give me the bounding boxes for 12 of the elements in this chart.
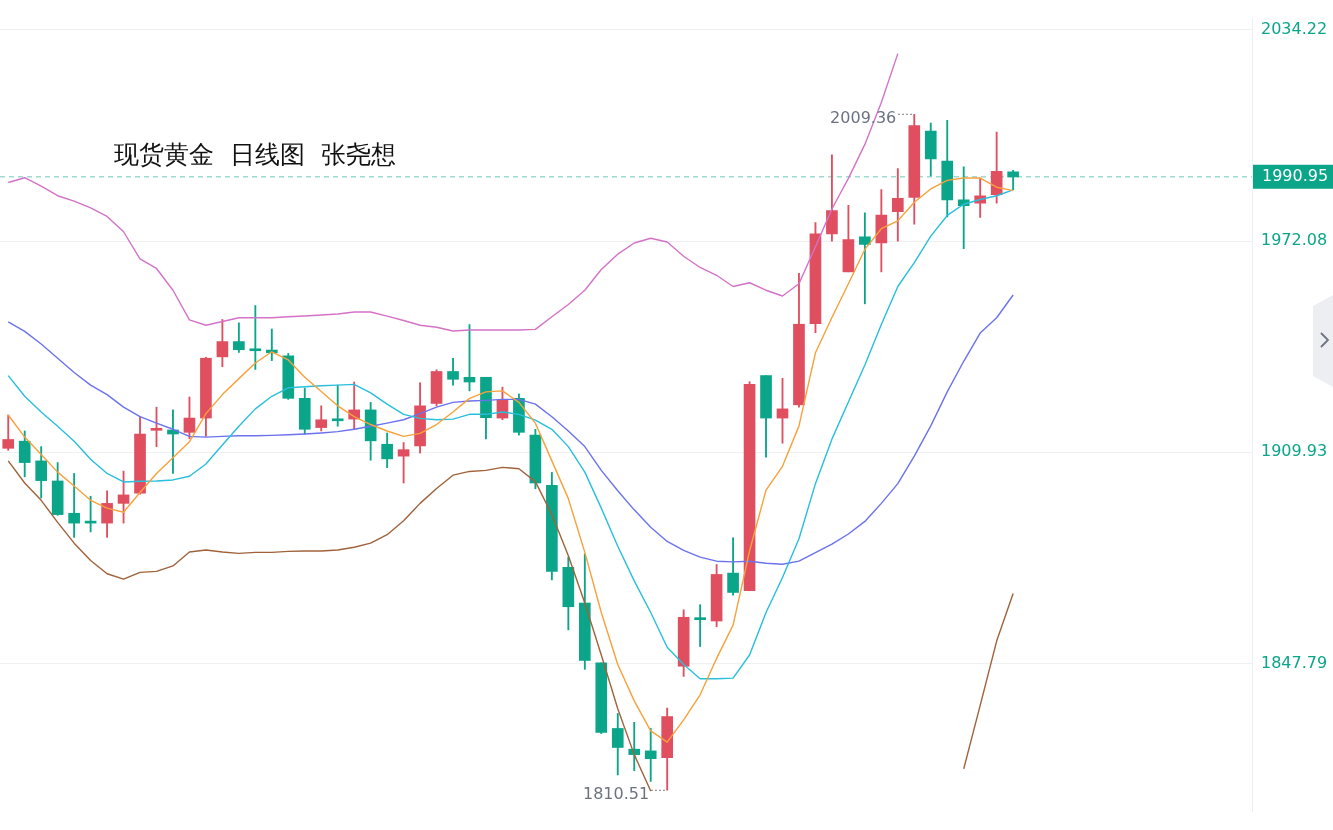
y-tick-label: 1909.93: [1261, 441, 1328, 461]
text: 现货黄金 日线图 张尧想: [114, 139, 396, 171]
y-tick-label: 2034.22: [1261, 18, 1328, 38]
candlestick: [315, 405, 328, 432]
y-tick-label: 1972.08: [1261, 230, 1328, 250]
candlestick: [331, 384, 344, 427]
ref-line-label: 1990.95: [1262, 166, 1329, 186]
y-tick-label: 1847.79: [1261, 652, 1328, 672]
candlestick: [2, 414, 15, 451]
candlestick: [447, 357, 459, 386]
candlestick: [694, 604, 706, 647]
annotation: 1810.51: [583, 784, 650, 804]
